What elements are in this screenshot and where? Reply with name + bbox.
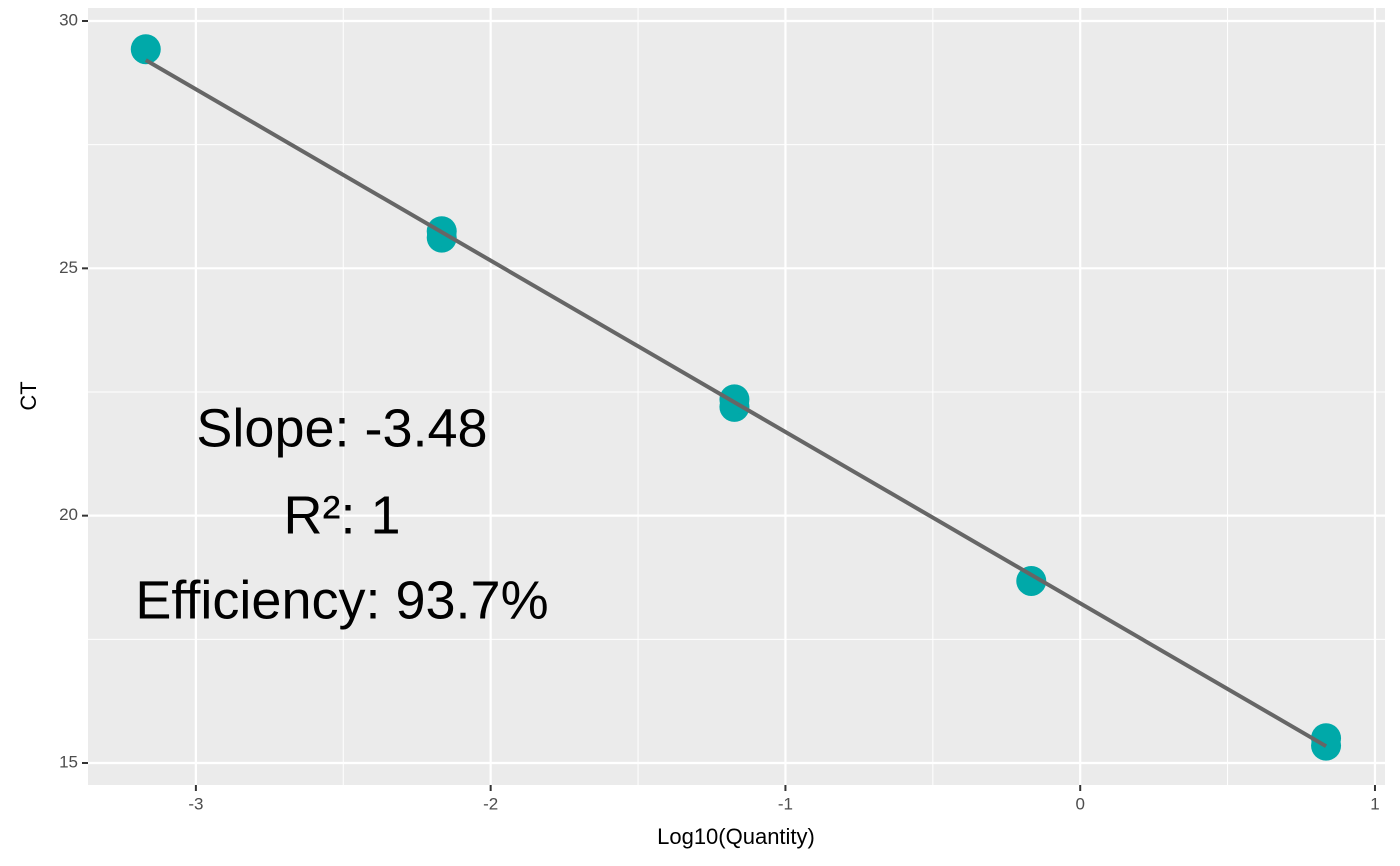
x-tick-label: -1 — [778, 794, 793, 813]
y-tick-label: 25 — [59, 258, 78, 277]
annotation: Slope: -3.48 — [196, 398, 487, 458]
point — [130, 34, 161, 65]
annotation: Efficiency: 93.7% — [135, 570, 548, 630]
annotation: R²: 1 — [283, 485, 400, 545]
point — [1311, 723, 1342, 754]
y-tick-label: 30 — [59, 10, 78, 29]
x-tick-label: -2 — [483, 794, 498, 813]
point — [1016, 565, 1047, 596]
y-tick-label: 15 — [59, 752, 78, 771]
y-tick-label: 20 — [59, 505, 78, 524]
x-tick-label: -3 — [188, 794, 203, 813]
x-tick-label: 1 — [1370, 794, 1379, 813]
regression-line — [144, 58, 1328, 748]
x-tick-label: 0 — [1075, 794, 1084, 813]
y-axis-title: CT — [16, 381, 41, 410]
x-axis-title: Log10(Quantity) — [657, 824, 815, 849]
